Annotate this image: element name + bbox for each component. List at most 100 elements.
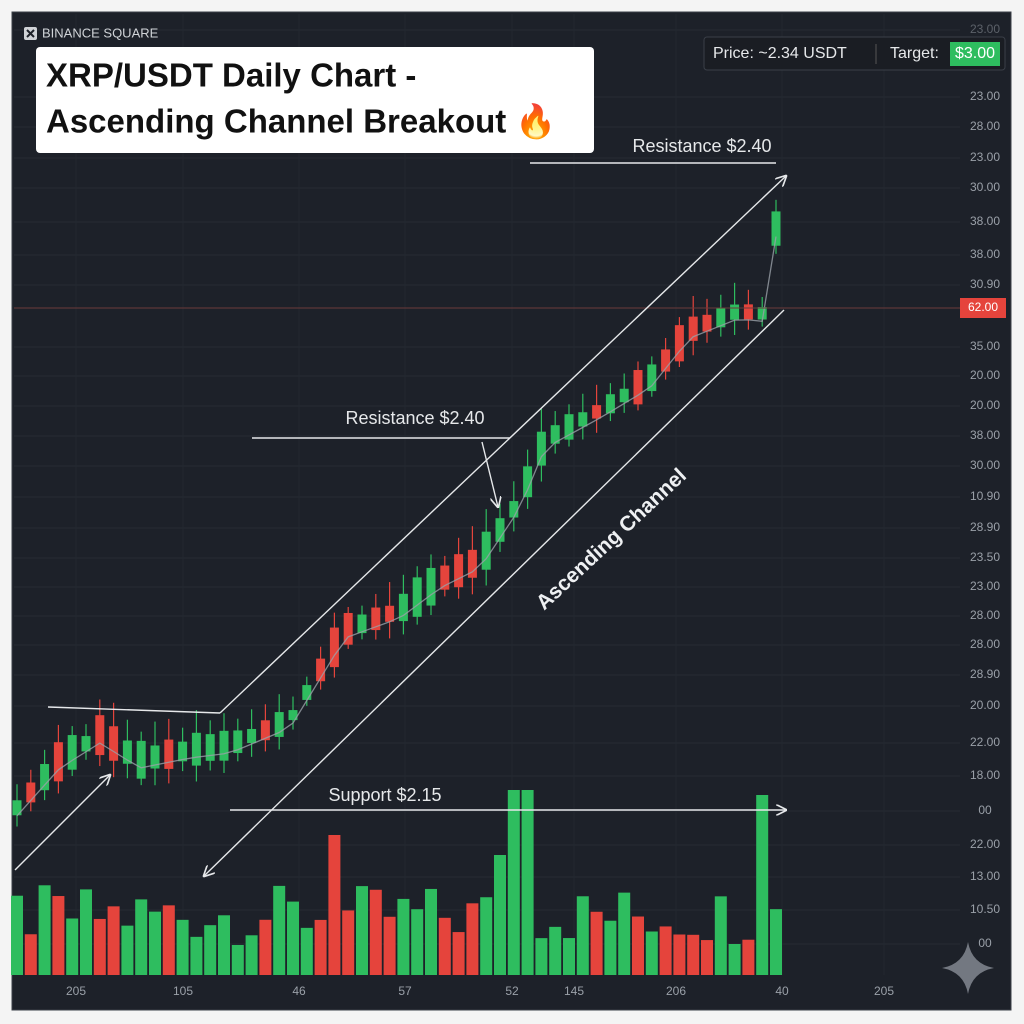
x-axis-label: 205 <box>874 984 894 998</box>
volume-bar <box>190 936 203 975</box>
candle-body <box>757 307 767 320</box>
candle-body <box>647 364 657 392</box>
price-tag-label: 62.00 <box>968 300 998 314</box>
y-axis-label: 23.00 <box>970 579 1000 593</box>
y-axis-label: 13.00 <box>970 869 1000 883</box>
candle-body <box>53 742 63 782</box>
y-axis: 23.00 23.00 28.00 23.00 30.00 38.00 38.00 30.90… <box>970 22 1000 950</box>
ticker-price: Price: ~2.34 USDT <box>713 45 847 62</box>
y-axis-label: 28.00 <box>970 637 1000 651</box>
volume-bar <box>356 886 368 975</box>
moving-average <box>16 236 777 817</box>
trend-line <box>47 706 221 714</box>
y-axis-label: 35.00 <box>970 339 1000 353</box>
candle-body <box>81 736 91 752</box>
volume-bar <box>162 905 175 975</box>
candle-body <box>771 211 781 246</box>
y-axis-label: 18.00 <box>970 768 1000 782</box>
candle-body <box>274 712 284 737</box>
volume-bar <box>328 835 341 975</box>
annotation: Resistance $2.40 <box>632 136 771 156</box>
volume-bar <box>93 918 106 975</box>
volume-bar <box>659 926 672 975</box>
candle-body <box>136 740 146 779</box>
price-tag <box>960 298 1006 318</box>
volume-bar <box>314 919 327 975</box>
grid <box>14 14 960 975</box>
volume-bar <box>728 943 741 975</box>
y-axis-label: 20.00 <box>970 698 1000 712</box>
volume-bar <box>590 911 603 975</box>
candles <box>12 199 781 827</box>
volume-bar <box>632 916 644 975</box>
x-axis-label: 57 <box>398 984 412 998</box>
candle-body <box>743 304 753 320</box>
candle-body <box>329 627 339 668</box>
brand: BINANCE SQUARE <box>24 25 159 40</box>
volume-bar <box>24 934 37 975</box>
volume-bar <box>576 896 589 975</box>
y-axis-label: 38.00 <box>970 247 1000 261</box>
volume-bar <box>494 855 506 975</box>
ticker-target-label: Target: <box>890 45 939 62</box>
candle-body <box>316 658 326 682</box>
volume-bar <box>218 915 230 975</box>
trend-arrow <box>14 775 110 871</box>
volume-bar <box>438 917 451 975</box>
candle-body <box>343 612 353 645</box>
volume-bar <box>383 916 396 975</box>
y-axis-label: 23.50 <box>970 550 1000 564</box>
y-axis-label: 10.90 <box>970 489 1000 503</box>
volume-bar <box>66 918 79 975</box>
x-axis-label: 52 <box>505 984 519 998</box>
y-axis-label: 10.50 <box>970 902 1000 916</box>
volume-bar <box>756 795 769 975</box>
y-axis-label: 23.00 <box>970 89 1000 103</box>
candle-body <box>467 549 477 578</box>
volume-bar <box>701 940 713 975</box>
candle-body <box>260 720 270 741</box>
brand-name: BINANCE SQUARE <box>42 25 159 40</box>
volume-bar <box>135 899 148 975</box>
y-axis-label: 38.00 <box>970 428 1000 442</box>
annotation: Resistance $2.40 <box>345 408 484 428</box>
candle-body <box>509 501 519 518</box>
candle-body <box>205 734 215 761</box>
title-box <box>36 47 594 153</box>
volume-bar <box>52 896 65 975</box>
candle-body <box>605 394 615 414</box>
candle-body <box>12 800 22 816</box>
volume-bar <box>535 938 548 975</box>
candle-body <box>247 728 257 744</box>
volume-bar <box>11 895 23 975</box>
candle-body <box>26 782 36 803</box>
volume-bar <box>204 925 217 975</box>
candle-body <box>702 314 712 332</box>
y-axis-label: 23.00 <box>970 150 1000 164</box>
candle-body <box>440 565 450 590</box>
volume-bar <box>38 885 51 975</box>
x-axis-label: 205 <box>66 984 86 998</box>
x-axis-label: 105 <box>173 984 193 998</box>
volume-bar <box>231 944 244 975</box>
volume-bar <box>411 909 424 975</box>
candle-body <box>730 304 740 320</box>
candle-body <box>523 466 533 498</box>
candle-body <box>122 740 132 764</box>
y-axis-label: 23.00 <box>970 22 1000 36</box>
volume-bar <box>770 909 782 975</box>
candle-body <box>357 614 367 634</box>
candle-body <box>385 605 395 622</box>
y-axis-label: 20.00 <box>970 398 1000 412</box>
ticker-box <box>703 36 1006 71</box>
volume-bar <box>507 790 520 975</box>
candle-body <box>592 405 602 419</box>
volume-bar <box>259 919 272 975</box>
volume-bar <box>425 888 437 975</box>
volume-bar <box>80 889 92 975</box>
candle-body <box>661 349 671 372</box>
volume-bar <box>618 892 631 975</box>
y-axis-label: 22.00 <box>970 837 1000 851</box>
volume-bar <box>342 910 355 975</box>
